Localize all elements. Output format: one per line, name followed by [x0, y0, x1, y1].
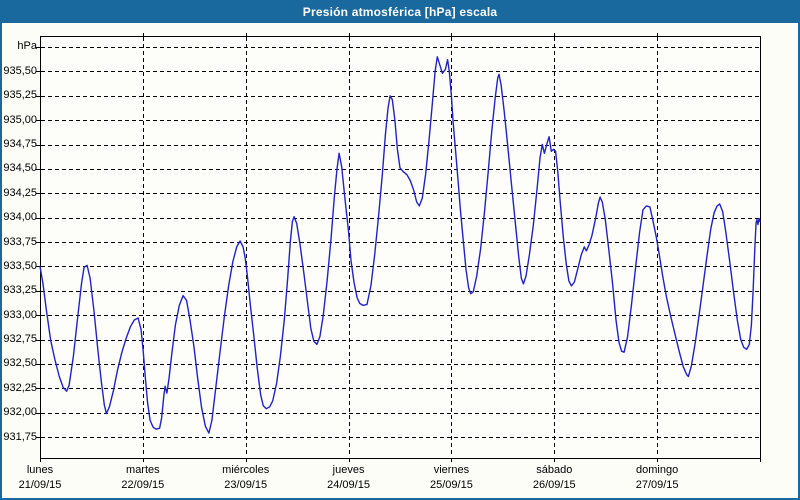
y-axis-tick-label: 934,50 — [3, 162, 37, 175]
day-date: 22/09/15 — [121, 479, 165, 491]
y-axis-tick-label: 932,50 — [3, 357, 37, 370]
y-axis-tick-label: 934,75 — [3, 138, 37, 150]
day-date: 27/09/15 — [635, 479, 679, 491]
window-title: Presión atmosférica [hPa] escala — [302, 4, 498, 19]
x-axis-day-label: jueves 24/09/15 — [289, 463, 409, 493]
x-axis-day-label: miércoles 23/09/15 — [186, 463, 306, 493]
day-date: 23/09/15 — [224, 479, 268, 491]
y-axis-tick-label: 933,50 — [3, 259, 37, 272]
y-axis-tick-label: 933,75 — [3, 235, 37, 248]
x-axis-day-label: domingo 27/09/15 — [597, 463, 717, 493]
day-name: sábado — [536, 464, 573, 476]
y-axis-tick-label: 935,25 — [3, 89, 37, 102]
y-axis-tick-label: 932,75 — [3, 333, 37, 345]
day-date: 24/09/15 — [327, 479, 370, 491]
y-axis-tick-label: 934,25 — [3, 186, 37, 199]
y-axis-unit-label: hPa — [17, 40, 37, 52]
x-axis-day-label: martes 22/09/15 — [83, 463, 203, 493]
title-bar[interactable]: Presión atmosférica [hPa] escala — [0, 0, 800, 23]
y-axis-tick-label: 934,00 — [3, 211, 37, 224]
y-axis-tick-label: 933,25 — [3, 284, 37, 297]
x-axis-day-label: lunes 21/09/15 — [0, 463, 100, 493]
day-date: 25/09/15 — [430, 479, 473, 491]
y-axis-tick-label: 933,00 — [3, 308, 37, 321]
day-date: 26/09/15 — [532, 479, 576, 491]
x-axis-day-label: sábado 26/09/15 — [494, 463, 614, 493]
pressure-series-line — [39, 56, 761, 434]
day-name: lunes — [26, 464, 54, 476]
day-name: miércoles — [222, 464, 270, 476]
y-axis-tick-label: 935,00 — [3, 113, 37, 126]
y-axis-tick-label: 935,50 — [3, 64, 37, 77]
plot-frame — [40, 36, 761, 459]
y-axis-tick-label: 932,00 — [3, 406, 37, 419]
x-axis-day-label: viernes 25/09/15 — [391, 463, 511, 493]
day-name: domingo — [636, 464, 679, 476]
day-name: jueves — [332, 464, 365, 476]
day-date: 21/09/15 — [18, 479, 62, 491]
day-name: martes — [126, 464, 160, 476]
y-axis-tick-label: 932,25 — [3, 381, 37, 394]
plot-area — [40, 36, 760, 458]
day-name: viernes — [433, 464, 470, 476]
y-axis-tick-label: 931,75 — [3, 430, 37, 443]
